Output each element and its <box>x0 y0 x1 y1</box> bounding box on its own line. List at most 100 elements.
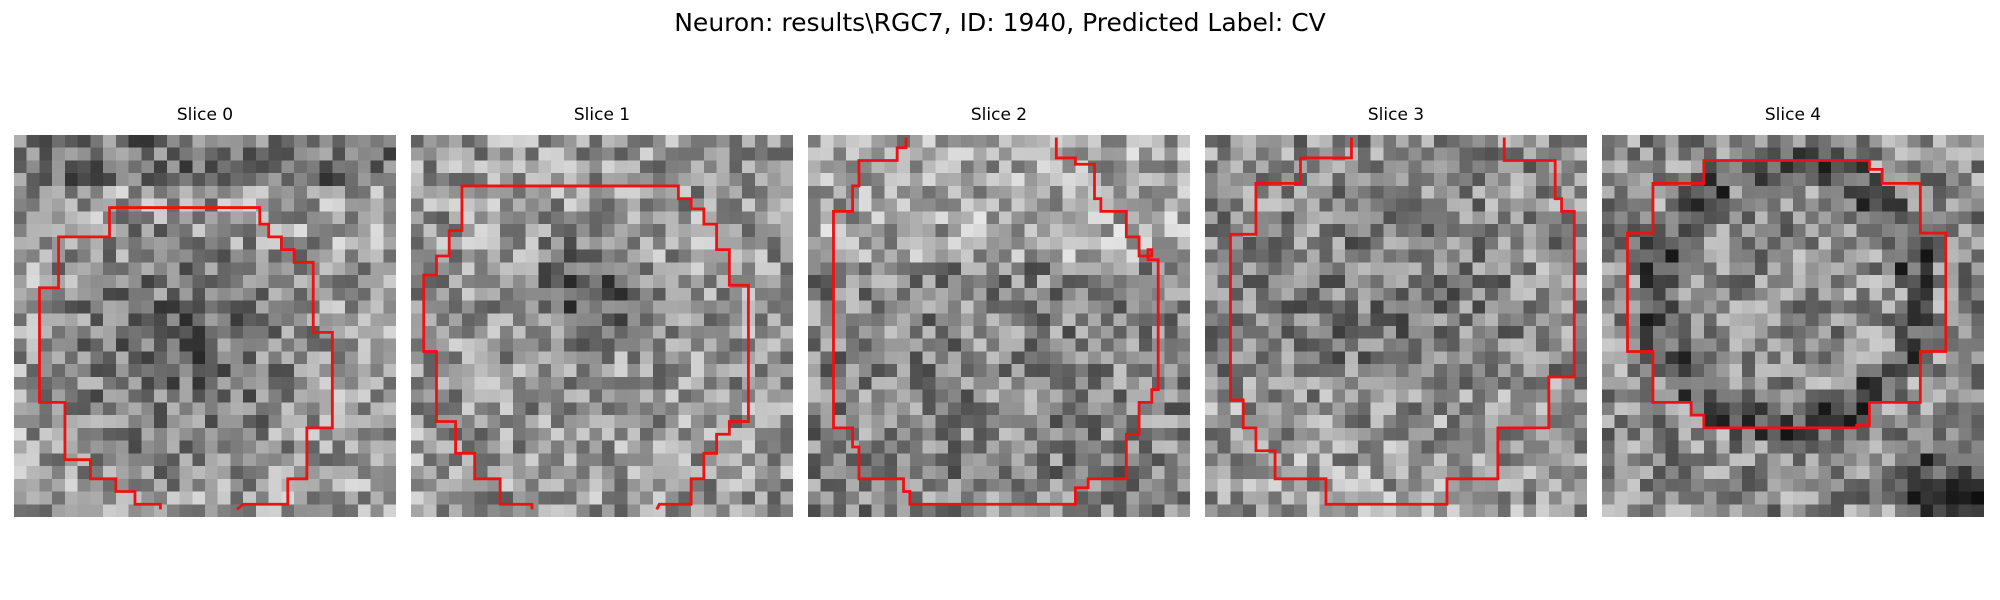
pixel <box>1050 313 1063 326</box>
pixel <box>180 160 193 173</box>
pixel <box>923 313 936 326</box>
pixel <box>1717 301 1730 314</box>
pixel <box>859 199 872 212</box>
pixel <box>1126 173 1139 186</box>
pixel <box>1959 479 1972 492</box>
pixel <box>1294 262 1307 275</box>
pixel <box>910 415 923 428</box>
pixel <box>1869 288 1882 301</box>
pixel <box>1574 339 1587 352</box>
pixel <box>281 377 294 390</box>
pixel <box>666 377 679 390</box>
pixel <box>1152 148 1165 161</box>
pixel <box>564 262 577 275</box>
pixel <box>729 173 742 186</box>
pixel <box>742 479 755 492</box>
pixel <box>1485 262 1498 275</box>
pixel <box>205 466 218 479</box>
pixel <box>1717 390 1730 403</box>
pixel <box>1409 186 1422 199</box>
pixel <box>526 224 539 237</box>
pixel <box>1421 504 1434 517</box>
pixel <box>1768 492 1781 505</box>
pixel <box>383 262 396 275</box>
pixel <box>884 351 897 364</box>
pixel <box>1691 402 1704 415</box>
pixel <box>1971 479 1984 492</box>
pixel <box>424 453 437 466</box>
pixel <box>1933 313 1946 326</box>
pixel <box>513 492 526 505</box>
pixel <box>1920 351 1933 364</box>
pixel <box>1959 351 1972 364</box>
pixel <box>281 173 294 186</box>
pixel <box>154 415 167 428</box>
pixel <box>923 173 936 186</box>
pixel <box>1755 402 1768 415</box>
pixel <box>755 377 768 390</box>
pixel <box>1946 364 1959 377</box>
pixel <box>1857 173 1870 186</box>
pixel <box>1269 492 1282 505</box>
pixel <box>1050 275 1063 288</box>
pixel <box>1666 211 1679 224</box>
pixel <box>307 428 320 441</box>
pixel <box>167 237 180 250</box>
pixel <box>1472 160 1485 173</box>
pixel <box>1218 326 1231 339</box>
pixel <box>1165 301 1178 314</box>
pixel <box>52 301 65 314</box>
pixel <box>1075 504 1088 517</box>
pixel <box>910 160 923 173</box>
pixel <box>180 390 193 403</box>
pixel <box>1024 186 1037 199</box>
pixel <box>755 199 768 212</box>
pixel <box>1294 199 1307 212</box>
pixel <box>475 428 488 441</box>
pixel <box>948 377 961 390</box>
pixel <box>640 402 653 415</box>
pixel <box>1895 492 1908 505</box>
pixel <box>358 326 371 339</box>
pixel <box>1882 211 1895 224</box>
pixel <box>65 415 78 428</box>
pixel <box>1806 173 1819 186</box>
pixel <box>1114 326 1127 339</box>
pixel <box>1615 313 1628 326</box>
pixel <box>281 339 294 352</box>
pixel <box>1447 148 1460 161</box>
pixel <box>577 504 590 517</box>
pixel <box>1205 415 1218 428</box>
slice-image-1 <box>411 135 793 517</box>
pixel <box>411 160 424 173</box>
pixel <box>1243 250 1256 263</box>
pixel <box>1177 428 1190 441</box>
pixel <box>1037 288 1050 301</box>
pixel <box>487 237 500 250</box>
pixel <box>1498 160 1511 173</box>
pixel <box>192 428 205 441</box>
pixel <box>1691 224 1704 237</box>
pixel <box>281 250 294 263</box>
pixel <box>1101 479 1114 492</box>
pixel <box>538 492 551 505</box>
pixel <box>371 466 384 479</box>
pixel <box>1908 199 1921 212</box>
pixel <box>1230 441 1243 454</box>
pixel <box>1895 250 1908 263</box>
pixel <box>961 326 974 339</box>
pixel <box>1409 135 1422 148</box>
pixel <box>1281 428 1294 441</box>
pixel <box>833 466 846 479</box>
pixel <box>986 275 999 288</box>
pixel <box>948 364 961 377</box>
pixel <box>294 160 307 173</box>
pixel <box>1101 262 1114 275</box>
pixel <box>704 199 717 212</box>
pixel <box>1205 301 1218 314</box>
pixel <box>1152 466 1165 479</box>
pixel <box>704 160 717 173</box>
pixel <box>564 288 577 301</box>
pixel <box>678 364 691 377</box>
pixel <box>589 211 602 224</box>
